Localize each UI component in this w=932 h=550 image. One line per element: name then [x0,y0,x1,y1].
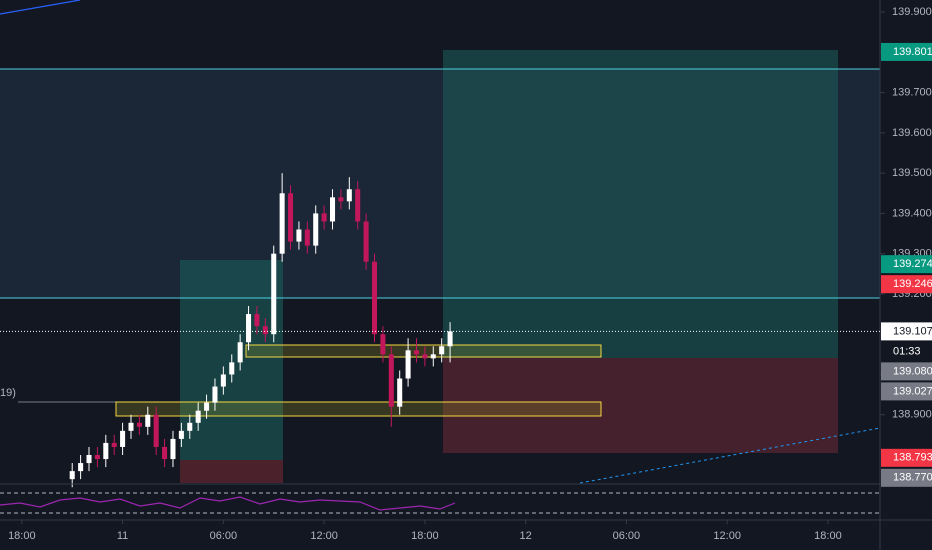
candle-body [204,402,210,411]
price-tag [881,468,932,487]
x-tick-label: 11 [117,530,128,542]
candle-body [153,414,159,447]
candle-body [187,422,193,431]
candle-body [413,350,420,355]
zone-box [115,401,602,417]
candle-body [162,446,168,460]
candle-body [170,438,176,460]
candle-body [296,229,302,242]
candle-body [304,229,310,246]
candle-body [254,314,260,327]
candle-body [145,414,151,427]
price-tag-label: 01:33 [893,345,921,357]
candle-body [355,189,361,222]
y-tick-label: 139.400 [892,207,932,219]
price-tag-label: 138.793 [893,452,932,464]
candle-body [380,334,386,355]
candle-body [86,455,92,464]
price-tag [881,275,932,294]
x-tick-label: 18:00 [8,530,36,542]
candle-body [313,213,319,246]
profit-zone [443,50,838,358]
candle-body [195,410,201,423]
candle-body [262,326,268,335]
candle-body [405,350,411,379]
candle-body [212,386,218,403]
candle-body [246,314,252,343]
candle-body [103,442,109,460]
y-tick-label: 139.500 [892,167,932,179]
candle-body [439,346,445,355]
candle-body [447,331,453,347]
x-tick-label: 18:00 [411,530,439,542]
candle-body [279,193,285,254]
x-tick-label: 06:00 [613,530,641,542]
price-tag-label: 139.107 [893,325,932,337]
candle-body [338,197,344,202]
price-tag [881,322,932,341]
x-tick-label: 12:00 [310,530,338,542]
trend-line [579,427,881,484]
x-tick-label: 12:00 [713,530,741,542]
trend-line [0,0,81,15]
candle-body [136,422,142,427]
price-tag-label: 139.274 [893,258,932,270]
loss-zone [443,358,838,453]
indicator-line [0,496,456,511]
candle-body [237,342,243,363]
price-tag-label: 139.246 [893,278,932,290]
candle-body [120,430,126,447]
candle-body [430,354,436,359]
candle-body [78,463,84,472]
x-tick-label: 18:00 [814,530,842,542]
candle-body [330,197,336,222]
price-tag [881,362,932,381]
candle-body [346,189,352,202]
price-tag-label: 138.770 [893,472,932,484]
candle-body [128,422,134,431]
candle-body [321,213,327,222]
candle-body [422,354,428,359]
price-tag-label: 139.027 [893,385,932,397]
candle-body [363,221,369,262]
loss-zone [180,460,283,483]
x-tick-label: 12 [520,530,532,542]
y-tick-label: 138.900 [892,409,932,421]
y-tick-label: 139.300 [892,248,932,260]
candle-body [288,193,294,242]
candle-body [111,442,117,447]
candle-body [178,430,184,439]
price-tag [881,448,932,467]
candle-body [388,354,394,407]
candle-body [271,253,277,335]
y-tick-label: 139.900 [892,6,932,18]
candle-body [371,261,378,335]
price-tag [881,342,932,361]
price-tag-label: 139.801 [893,46,932,58]
candle-body [229,362,235,375]
candle-body [397,378,403,407]
x-tick-label: 06:00 [210,530,238,542]
price-tag [881,42,932,61]
candle-body [220,374,226,387]
candle-body [94,455,100,460]
y-tick-label: 139.600 [892,127,932,139]
price-tag [881,382,932,401]
price-tag-label: 139.080 [893,365,932,377]
candle-body [69,471,75,480]
y-tick-label: 139.700 [892,87,932,99]
indicator-label: 19) [0,387,16,399]
price-tag [881,255,932,274]
